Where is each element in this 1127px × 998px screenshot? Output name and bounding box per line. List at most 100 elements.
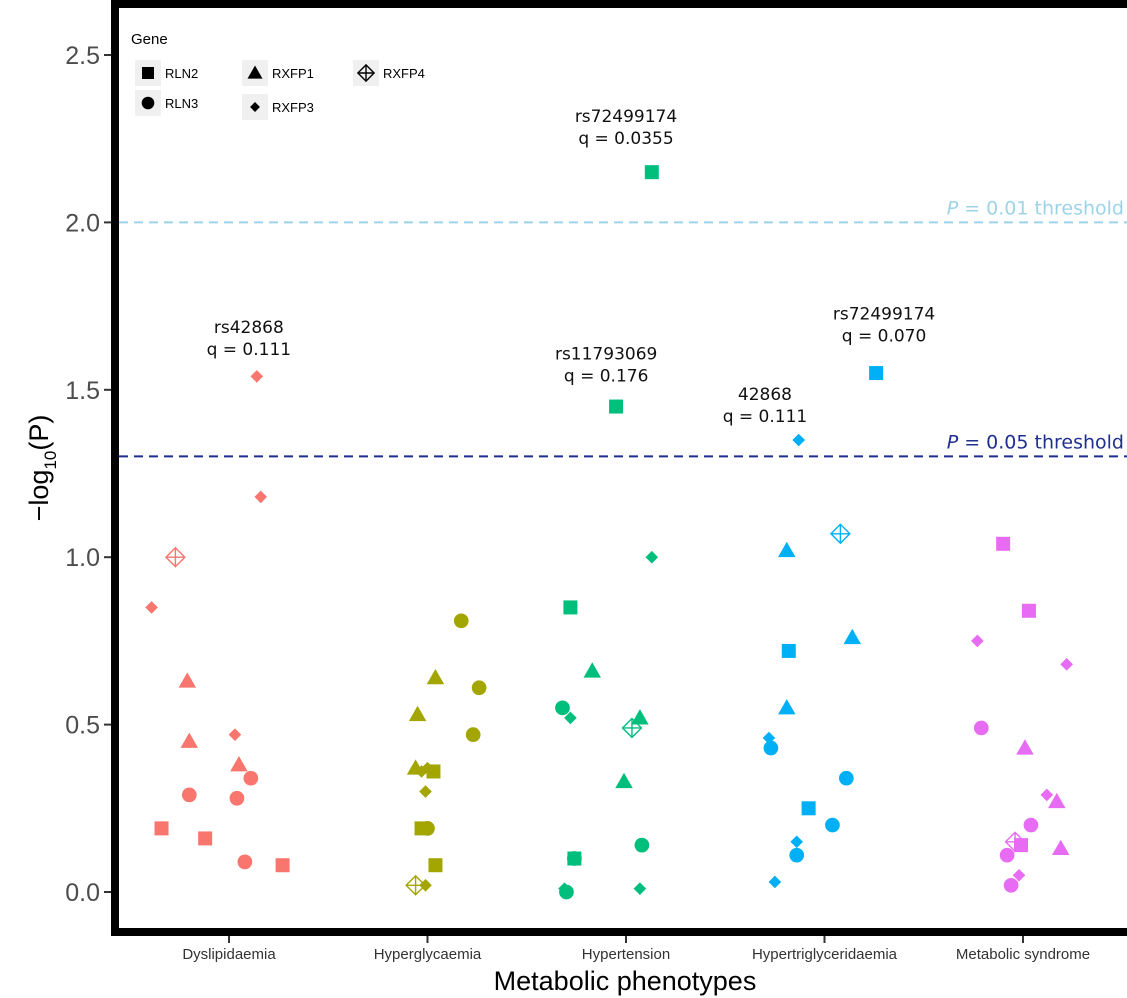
point-rln2 [781,643,796,658]
threshold-label-text: = 0.01 threshold [958,197,1124,219]
x-axis-title: Metabolic phenotypes [494,966,757,996]
plot-frame [111,0,1127,936]
x-tick-label: Hypertension [582,946,670,963]
point-rxfp3 [145,601,158,614]
y-axis-title-sub: 10 [41,451,60,470]
legend-label: RLN3 [165,96,198,111]
point-rln3 [838,770,854,786]
point-rln3 [763,740,779,756]
point-rln3 [825,817,840,833]
point-rxfp3 [228,728,242,741]
point-rxfp4 [621,717,643,739]
point-rln2 [563,600,578,615]
point-rln2 [801,801,816,816]
legend-key-rxfp1 [247,65,263,79]
point-rxfp3 [792,433,805,447]
point-rxfp4 [829,523,851,545]
point-rxfp3 [421,761,434,775]
point-rxfp1 [778,541,796,558]
point-rln2 [609,399,624,414]
annotation-label: rs72499174 q = 0.070 [833,304,935,346]
y-axis-title-prefix: −log [24,470,54,522]
threshold-label-p: P [947,197,959,219]
point-rxfp1 [1016,739,1034,755]
annotation-line: q = 0.176 [564,367,649,387]
point-rxfp4 [405,874,427,896]
y-tick-label: 0.5 [65,712,100,740]
legend-key-rln3 [141,96,155,110]
point-rxfp3 [419,785,432,798]
x-tick-label: Metabolic syndrome [956,946,1090,963]
legend-label: RXFP3 [272,100,314,115]
annotation-label: 42868 q = 0.111 [723,385,808,427]
point-rxfp3 [558,882,571,895]
point-rxfp1 [843,628,862,645]
point-rln3 [465,727,481,742]
legend-key-rln2 [142,67,154,79]
point-rln3 [789,847,805,863]
point-rln2 [1021,603,1036,618]
threshold-label: P = 0.05 threshold [947,431,1124,453]
legend-key-rxfp4 [356,63,376,83]
annotation-line: rs72499174 [833,304,935,324]
point-rln3 [229,790,245,806]
point-rxfp1 [408,705,427,722]
threshold-label-text: = 0.05 threshold [958,431,1124,453]
point-rln2 [996,536,1011,551]
y-axis-ticks: 0.0 0.5 1.0 1.5 2.0 2.5 [65,42,112,907]
point-rxfp4 [1004,831,1026,853]
point-rxfp3 [564,711,577,725]
point-rxfp1 [180,732,199,748]
threshold-label: P = 0.01 threshold [947,197,1124,219]
point-rxfp1 [631,709,649,725]
annotation-line: rs11793069 [555,345,657,365]
legend-title: Gene [131,31,168,48]
y-axis-title-arg: (P) [24,415,54,451]
annotation-label: rs72499174 q = 0.0355 [575,107,677,149]
point-rxfp1 [178,672,197,688]
legend: Gene RLN2 RLN3 RXFP1 RXFP3 RXFP4 [121,10,473,128]
point-rxfp3 [762,731,776,745]
point-rln3 [243,770,259,786]
point-rxfp3 [768,875,782,889]
annotation-line: q = 0.111 [207,340,292,360]
point-rxfp1 [1047,792,1066,809]
point-rln2 [428,858,443,873]
point-rxfp1 [583,662,602,678]
y-tick-label: 0.0 [65,879,100,907]
point-rxfp3 [790,835,804,849]
point-rln3 [237,854,253,870]
y-tick-label: 2.0 [65,209,100,237]
point-rln3 [181,787,197,803]
point-rln3 [453,613,469,629]
x-tick-label: Dyslipidaemia [182,946,276,963]
point-rxfp3 [633,882,647,895]
annotation-line: q = 0.0355 [578,129,673,149]
point-rxfp3 [1012,868,1026,882]
y-tick-label: 2.5 [65,42,100,70]
legend-label: RXFP1 [272,66,314,81]
legend-label: RLN2 [165,66,198,81]
point-rxfp1 [426,668,445,685]
point-rln3 [973,720,989,736]
y-tick-label: 1.5 [65,377,100,405]
legend-label: RXFP4 [383,66,425,81]
point-rxfp1 [778,699,796,715]
legend-background [121,10,473,128]
point-rxfp3 [645,550,659,564]
point-rln3 [634,837,650,853]
point-rln3 [471,680,487,696]
annotation-line: q = 0.070 [842,326,927,346]
y-tick-label: 1.0 [65,544,100,572]
point-rxfp3 [254,490,268,504]
point-rln2 [198,831,213,846]
point-rxfp4 [164,546,186,568]
annotation-line: rs42868 [214,318,284,338]
point-rxfp1 [615,772,633,789]
point-rln2 [869,366,884,381]
point-rxfp3 [1040,788,1054,802]
annotation-line: 42868 [738,385,792,405]
